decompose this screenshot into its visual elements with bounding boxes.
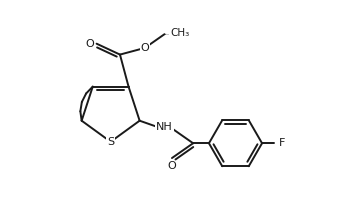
Text: CH₃: CH₃ <box>170 28 190 38</box>
Text: F: F <box>279 138 286 148</box>
Text: NH: NH <box>156 122 173 132</box>
Text: S: S <box>107 137 114 147</box>
Text: O: O <box>85 39 93 49</box>
Text: O: O <box>141 43 149 53</box>
Text: methyl: methyl <box>165 33 170 35</box>
Text: O: O <box>167 161 176 171</box>
